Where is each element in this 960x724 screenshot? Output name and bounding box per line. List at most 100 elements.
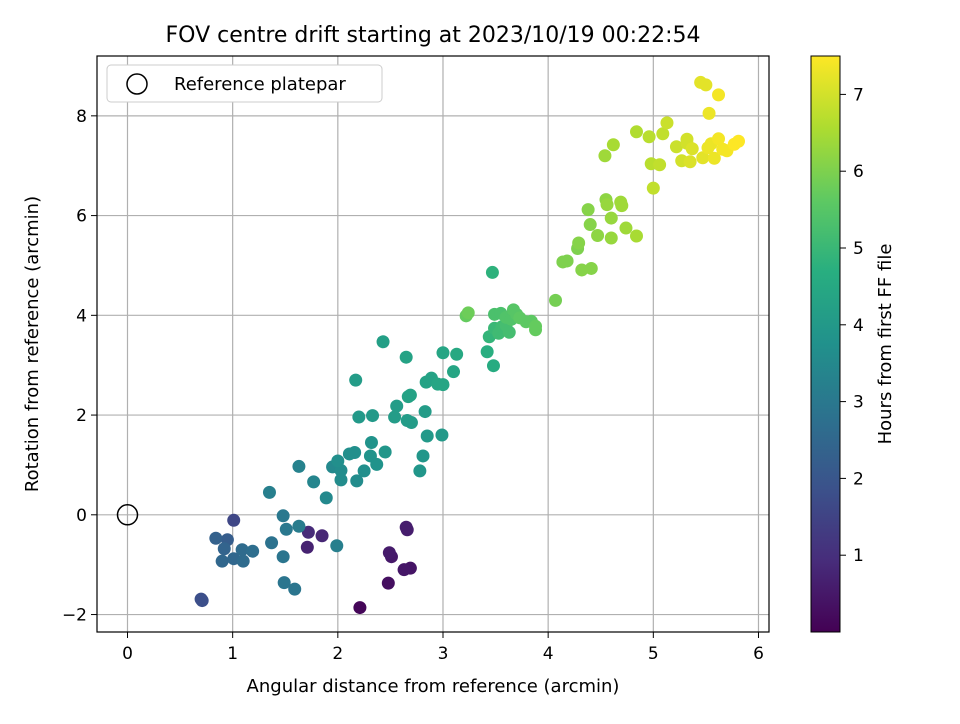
data-point [364, 435, 378, 449]
data-point [382, 546, 396, 560]
plot-frame [96, 55, 770, 633]
data-point [348, 445, 362, 459]
data-point [403, 388, 417, 402]
legend: Reference platepar [106, 64, 383, 103]
data-point [447, 365, 461, 379]
data-point [604, 211, 618, 225]
data-point [529, 319, 543, 333]
legend-marker [126, 73, 148, 95]
data-point [292, 519, 306, 533]
data-point [683, 155, 697, 169]
y-tick-label: −2 [62, 606, 87, 626]
data-point [390, 399, 404, 413]
data-point [209, 531, 223, 545]
grid-lines [97, 56, 769, 632]
legend-box [106, 64, 383, 103]
data-point [629, 229, 643, 243]
data-point [702, 106, 716, 120]
data-point [696, 151, 710, 165]
y-tick-label: 4 [76, 306, 87, 326]
legend-label: Reference platepar [174, 74, 346, 95]
data-point [646, 181, 660, 195]
x-tick-label: 2 [332, 644, 343, 664]
x-tick-label: 6 [753, 644, 764, 664]
data-point [353, 601, 367, 615]
colorbar-gradient [810, 55, 841, 633]
data-point [227, 513, 241, 527]
data-point [331, 454, 345, 468]
y-axis-label: Rotation from reference (arcmin) [22, 196, 43, 492]
data-point [349, 373, 363, 387]
x-tick-label: 4 [543, 644, 554, 664]
y-tick-label: 2 [76, 406, 87, 426]
data-point [420, 429, 434, 443]
data-point [436, 378, 450, 392]
x-tick-label: 1 [227, 644, 238, 664]
data-point [378, 445, 392, 459]
data-point [376, 335, 390, 349]
x-tick-label: 3 [438, 644, 449, 664]
x-tick-label: 0 [122, 644, 133, 664]
colorbar-ticks: 1 2 3 4 5 6 7 [840, 85, 864, 566]
data-point [604, 231, 618, 245]
data-point [292, 459, 306, 473]
chart-title: FOV centre drift starting at 2023/10/19 … [166, 23, 701, 48]
data-point [399, 350, 413, 364]
data-point [629, 125, 643, 139]
colorbar-tick-label: 2 [853, 469, 864, 489]
y-tick-label: 8 [76, 107, 87, 127]
data-points [194, 75, 746, 615]
data-point [236, 554, 250, 568]
data-point [619, 221, 633, 235]
data-point [330, 539, 344, 553]
x-axis-ticks: 0 1 2 3 4 5 6 [122, 632, 764, 664]
y-tick-label: 0 [76, 506, 87, 526]
data-point [712, 88, 726, 102]
colorbar-tick-label: 6 [853, 162, 864, 182]
data-point [301, 525, 315, 539]
x-axis-label: Angular distance from reference (arcmin) [247, 676, 620, 697]
data-point [436, 346, 450, 360]
data-point [598, 149, 612, 163]
y-tick-label: 6 [76, 207, 87, 227]
data-point [246, 544, 260, 558]
data-point [315, 529, 329, 543]
data-point [215, 554, 229, 568]
data-point [591, 229, 605, 243]
colorbar-label: Hours from first FF file [875, 244, 896, 445]
colorbar: 1 2 3 4 5 6 7 Hours from first FF file [810, 55, 896, 633]
data-point [300, 540, 314, 554]
data-point [217, 542, 231, 556]
data-point [461, 306, 475, 320]
data-point [416, 449, 430, 463]
data-point [404, 416, 418, 430]
data-point [699, 78, 713, 92]
data-point [307, 475, 321, 489]
data-point [502, 325, 516, 339]
data-point [450, 347, 464, 361]
data-point [366, 409, 380, 423]
x-tick-label: 5 [648, 644, 659, 664]
data-point [350, 474, 364, 488]
data-point [656, 127, 670, 141]
data-point [357, 464, 371, 478]
data-point [276, 509, 290, 523]
colorbar-tick-label: 7 [853, 85, 864, 105]
colorbar-tick-label: 3 [853, 393, 864, 413]
data-point [600, 198, 614, 212]
data-point [615, 199, 629, 213]
data-point [606, 138, 620, 152]
data-point [707, 151, 721, 165]
data-point [388, 410, 402, 424]
y-axis-ticks: −2 0 2 4 6 8 [62, 107, 97, 626]
data-point [732, 134, 746, 148]
data-point [642, 130, 656, 144]
data-point [397, 563, 411, 577]
colorbar-tick-label: 1 [853, 546, 864, 566]
data-point [262, 485, 276, 499]
data-point [685, 142, 699, 156]
data-point [265, 536, 279, 550]
reference-marker [116, 504, 139, 526]
data-point [660, 116, 674, 130]
data-point [572, 236, 586, 250]
